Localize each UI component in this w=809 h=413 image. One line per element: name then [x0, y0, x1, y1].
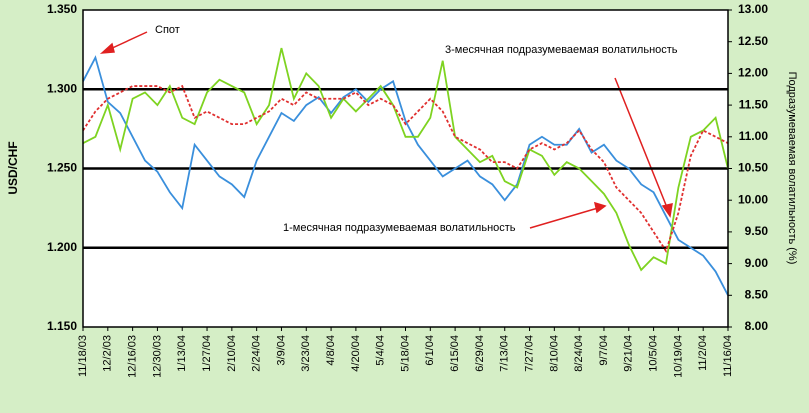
arrow-head: [99, 42, 115, 54]
series-line: [82, 84, 729, 253]
series-line: [82, 47, 729, 272]
x-tick-label: 7/13/04: [499, 335, 511, 372]
arrow-head: [593, 201, 607, 214]
x-tick-label: 3/23/04: [300, 335, 312, 372]
arrows: [99, 31, 673, 229]
series-line: [82, 55, 729, 296]
arrow: [614, 77, 669, 211]
x-tick-label: 10/5/04: [647, 335, 659, 372]
y-tick-label: 1.350: [47, 2, 77, 16]
y2-axis-label: Подразумеваемая волатильность (%): [786, 72, 798, 265]
x-tick-label: 6/15/04: [449, 335, 461, 372]
x-tick-label: 2/10/04: [226, 335, 238, 372]
x-tick-label: 12/2/03: [102, 335, 114, 372]
plot-border: [82, 9, 729, 328]
x-tick-label: 10/19/04: [672, 335, 684, 378]
x-tick-label: 1/13/04: [176, 335, 188, 372]
y-tick-label: 1.300: [47, 81, 77, 95]
x-tick-label: 9/21/04: [623, 335, 635, 372]
x-tick-label: 3/9/04: [275, 335, 287, 366]
x-tick-label: 12/16/03: [127, 335, 139, 378]
x-tick-label: 4/20/04: [350, 335, 362, 372]
y-axis-label: USD/CHF: [6, 141, 20, 194]
x-tick-label: 11/16/04: [722, 335, 734, 377]
y2-tick-label: 13.00: [738, 2, 768, 16]
annotation: 1-месячная подразумеваемая волатильность: [283, 222, 516, 234]
y2-tick-label: 11.00: [739, 129, 769, 143]
annotation: Спот: [155, 24, 180, 36]
y2-tick-label: 10.50: [738, 161, 768, 175]
x-tick-label: 6/1/04: [424, 335, 436, 366]
x-tick-label: 4/8/04: [325, 335, 337, 366]
y2-tick-label: 9.00: [745, 256, 769, 270]
x-tick-label: 5/18/04: [399, 335, 411, 372]
y-tick-label: 1.250: [47, 161, 77, 175]
x-tick-label: 12/30/03: [151, 335, 163, 378]
arrow: [107, 31, 148, 51]
x-tick-label: 6/29/04: [474, 335, 486, 372]
x-tick-label: 8/10/04: [548, 335, 560, 372]
y2-tick-label: 12.00: [738, 66, 768, 80]
y2-tick-label: 12.50: [738, 34, 768, 48]
y2-tick-label: 9.50: [745, 224, 769, 238]
y2-tick-label: 8.00: [745, 319, 769, 333]
x-tick-label: 1/27/04: [201, 335, 213, 372]
x-tick-label: 11/2/04: [697, 335, 709, 371]
x-tick-label: 11/18/03: [77, 335, 89, 377]
y2-tick-label: 11.50: [739, 97, 769, 111]
x-tick-label: 5/4/04: [375, 335, 387, 366]
arrow: [529, 207, 599, 229]
y2-tick-label: 10.00: [738, 192, 768, 206]
y-tick-label: 1.200: [47, 240, 77, 254]
x-tick-label: 7/27/04: [523, 335, 535, 372]
x-tick-label: 2/24/04: [251, 335, 263, 372]
y2-tick-label: 8.50: [745, 287, 769, 301]
y-tick-label: 1.150: [47, 319, 77, 333]
x-tick-label: 9/7/04: [598, 335, 610, 366]
annotation: 3-месячная подразумеваемая волатильность: [445, 44, 678, 56]
x-tick-label: 8/24/04: [573, 335, 585, 372]
arrow-head: [661, 203, 673, 218]
